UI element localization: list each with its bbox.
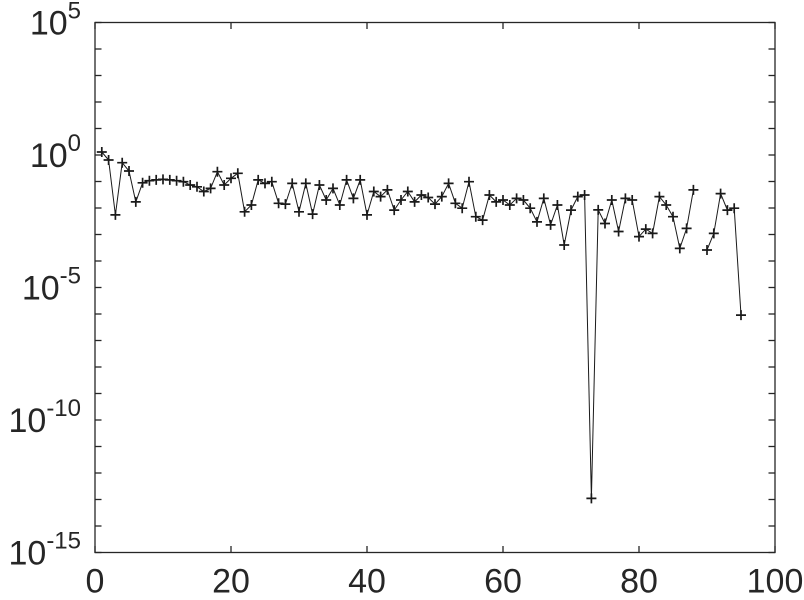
y-tick-label: 10-10 xyxy=(8,395,81,440)
x-tick-label: 60 xyxy=(484,563,522,600)
x-tick-label: 100 xyxy=(747,563,804,600)
plus-markers xyxy=(96,147,746,504)
data-line xyxy=(101,151,742,499)
x-tick-label: 40 xyxy=(348,563,386,600)
x-tick-label: 80 xyxy=(620,563,658,600)
y-tick-label: 105 xyxy=(30,0,81,43)
x-tick-label: 20 xyxy=(212,563,250,600)
y-tick-label: 100 xyxy=(30,130,81,175)
x-tick-label: 0 xyxy=(86,563,105,600)
y-tick-label: 10-15 xyxy=(8,528,81,573)
y-tick-label: 10-5 xyxy=(22,263,81,308)
